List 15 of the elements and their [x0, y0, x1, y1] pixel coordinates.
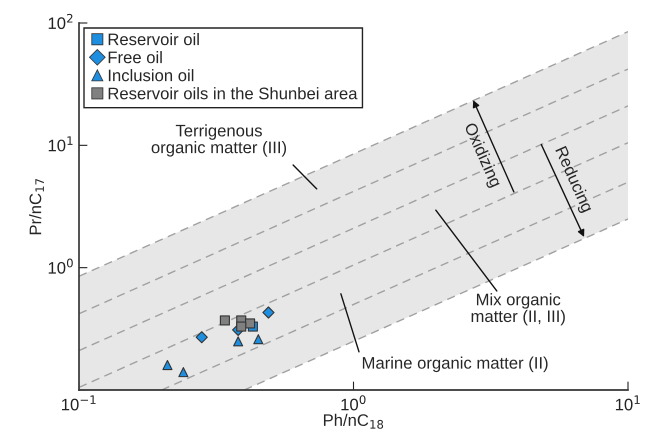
annotation: Mix organic matter (II, III): [472, 293, 565, 326]
annotation: Terrigenous organic matter (III): [152, 124, 286, 157]
legend-label: Free oil: [108, 51, 162, 64]
x-tick-label: 10$^{1}$: [616, 395, 640, 410]
y-tick-label: 10$^{2}$: [48, 14, 72, 30]
annotation: Marine organic matter (II): [362, 356, 548, 372]
legend-label: Reservoir oils in the Shunbei area: [108, 87, 358, 100]
legend-label: Inclusion oil: [108, 69, 194, 82]
y-tick-label: 10$^{1}$: [48, 136, 73, 152]
y-axis-title: Pr/nC$_{17}$: [29, 178, 44, 234]
y-tick-label: 10$^{0}$: [48, 258, 73, 274]
x-tick-label: 10$^{0}$: [341, 395, 366, 410]
legend-label: Reservoir oil: [108, 33, 199, 46]
x-tick-label: 10$^{−1}$: [62, 395, 96, 410]
x-axis-title: Ph/nC$_{18}$: [324, 414, 384, 429]
